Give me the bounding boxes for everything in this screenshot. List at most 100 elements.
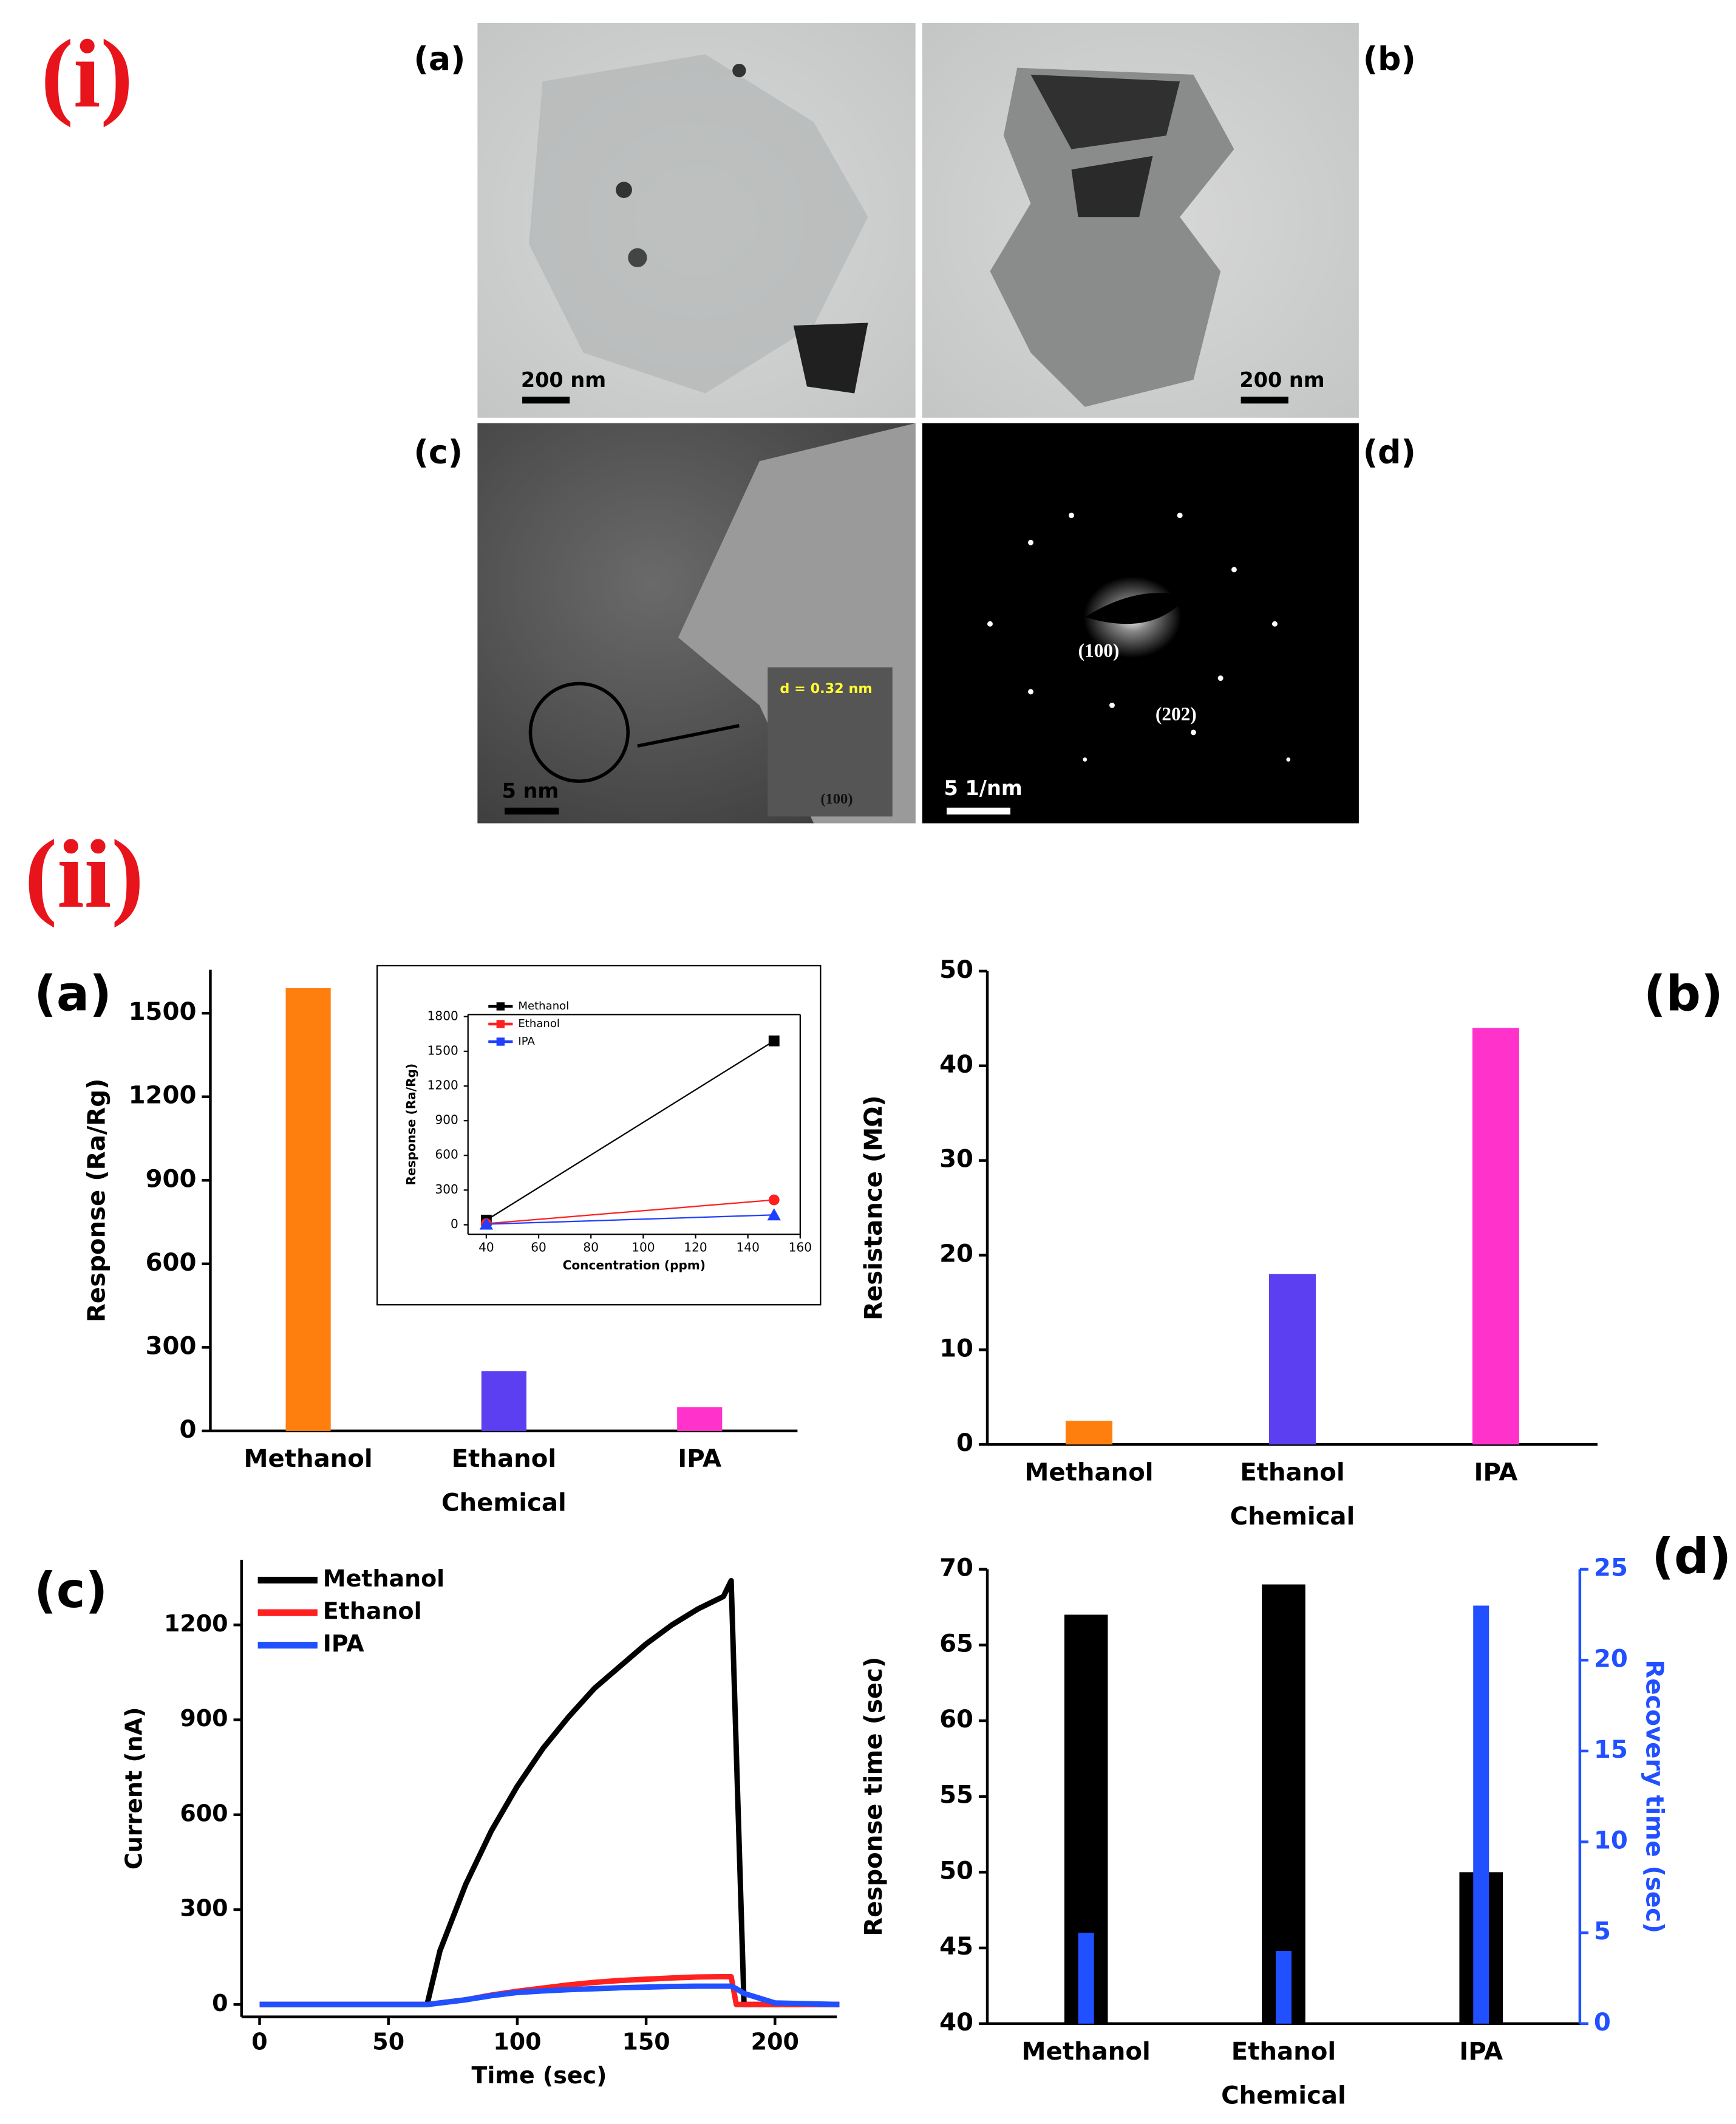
y2-tick-label: 0: [1594, 2009, 1611, 2037]
y-axis-title: Response (Ra/Rg): [83, 1079, 111, 1322]
legend-label: Methanol: [518, 1000, 569, 1012]
y-tick-label: 40: [939, 1051, 973, 1079]
x-tick-label: 0: [251, 2029, 267, 2055]
legend-swatch: [496, 1002, 505, 1011]
bar: [1065, 1421, 1113, 1445]
legend-label: Ethanol: [323, 1598, 422, 1625]
line: [259, 1577, 840, 2007]
x-tick-label: 50: [372, 2029, 404, 2055]
y-tick-label: 300: [180, 1895, 228, 1922]
y-tick-label: 1500: [129, 998, 197, 1026]
y-tick-label: 0: [212, 1990, 228, 2016]
line: [486, 1214, 774, 1225]
marker: [768, 1035, 780, 1047]
x-tick-label: IPA: [1474, 1458, 1518, 1486]
annotation: (100): [820, 791, 853, 807]
y2-tick-label: 25: [1594, 1554, 1628, 1582]
x-axis-title: Chemical: [1221, 2081, 1346, 2109]
part-label: (ii): [25, 820, 144, 928]
y-tick-label: 0: [956, 1429, 973, 1457]
legend-label: IPA: [323, 1630, 364, 1657]
y2-tick-label: 15: [1594, 1736, 1628, 1764]
y2-tick-label: 10: [1594, 1827, 1628, 1855]
x-tick-label: 200: [751, 2029, 799, 2055]
legend-label: Methanol: [323, 1565, 444, 1592]
bar: [285, 988, 331, 1431]
annotation: (202): [1156, 703, 1197, 725]
x-tick-label: Methanol: [1024, 1458, 1153, 1486]
y-tick-label: 1200: [427, 1078, 458, 1093]
y-tick-label: 900: [435, 1113, 458, 1127]
y-tick-label: 40: [939, 2009, 973, 2037]
annotation: (100): [1078, 640, 1120, 661]
y-tick-label: 300: [435, 1182, 458, 1197]
bar: [1262, 1584, 1305, 2024]
y-tick-label: 900: [180, 1705, 228, 1732]
bar: [677, 1407, 723, 1431]
y-tick-label: 0: [451, 1217, 458, 1231]
x-tick-label: Ethanol: [1240, 1458, 1344, 1486]
y-tick-label: 50: [939, 1857, 973, 1885]
y-axis-title: Resistance (MΩ): [860, 1095, 888, 1320]
x-tick-label: 100: [493, 2029, 541, 2055]
micrograph: (100) (202) 5 1/nm: [922, 423, 1359, 824]
x-tick-label: 140: [737, 1240, 760, 1255]
y-tick-label: 1500: [427, 1043, 458, 1057]
y-tick-label: 600: [180, 1800, 228, 1826]
x-tick-label: 100: [631, 1240, 655, 1255]
y2-tick-label: 5: [1594, 1917, 1611, 1945]
y-tick-label: 0: [179, 1416, 196, 1444]
bar: [1472, 1028, 1519, 1445]
x-tick-label: Ethanol: [1231, 2038, 1336, 2066]
x-tick-label: 120: [684, 1240, 707, 1255]
marker: [768, 1194, 780, 1206]
y-axis-title: Response time (sec): [860, 1657, 888, 1936]
panel-label: (a): [34, 965, 112, 1022]
micrograph-label: (c): [414, 433, 463, 471]
legend-swatch: [496, 1037, 505, 1046]
panel-label: (c): [34, 1562, 107, 1619]
y-tick-label: 65: [939, 1630, 973, 1658]
x-axis-title: Chemical: [1230, 1503, 1355, 1531]
x-axis-title: Chemical: [441, 1489, 567, 1517]
y-tick-label: 20: [939, 1240, 973, 1268]
x-tick-label: Ethanol: [452, 1445, 556, 1473]
bar: [481, 1371, 526, 1431]
x-tick-label: IPA: [1459, 2038, 1503, 2066]
y-tick-label: 60: [939, 1706, 973, 1733]
scale-bar-label: 200 nm: [1239, 368, 1324, 392]
bar: [1078, 1933, 1094, 2024]
y-tick-label: 1200: [164, 1610, 228, 1637]
x-tick-label: 80: [583, 1240, 599, 1255]
y2-tick-label: 20: [1594, 1645, 1628, 1673]
legend-swatch: [496, 1020, 505, 1028]
bar: [1473, 1605, 1489, 2024]
y-tick-label: 900: [146, 1165, 197, 1193]
x-tick-label: 60: [531, 1240, 546, 1255]
y-tick-label: 30: [939, 1146, 973, 1173]
panel-label: (b): [1644, 965, 1723, 1022]
y-tick-label: 70: [939, 1554, 973, 1582]
x-axis-title: Concentration (ppm): [563, 1258, 706, 1272]
x-tick-label: 150: [622, 2029, 670, 2055]
x-tick-label: Methanol: [244, 1445, 373, 1473]
x-axis-title: Time (sec): [472, 2062, 607, 2089]
y-tick-label: 55: [939, 1781, 973, 1809]
y-tick-label: 1200: [129, 1082, 197, 1110]
scale-bar-label: 5 1/nm: [944, 776, 1023, 800]
y-tick-label: 600: [435, 1147, 458, 1162]
micrograph-label: (d): [1363, 433, 1416, 471]
panel-label: (d): [1652, 1528, 1731, 1585]
line: [486, 1199, 774, 1224]
y-tick-label: 45: [939, 1933, 973, 1961]
y-tick-label: 10: [939, 1334, 973, 1362]
y-tick-label: 300: [146, 1332, 197, 1360]
y-axis-title: Current (nA): [121, 1707, 148, 1870]
marker: [767, 1208, 781, 1221]
micrograph: d = 0.32 nm (100) 5 nm: [477, 423, 916, 824]
x-tick-label: IPA: [678, 1445, 721, 1473]
legend-label: IPA: [518, 1035, 535, 1048]
micrograph-label: (b): [1363, 39, 1416, 78]
inset-frame: [376, 965, 822, 1306]
